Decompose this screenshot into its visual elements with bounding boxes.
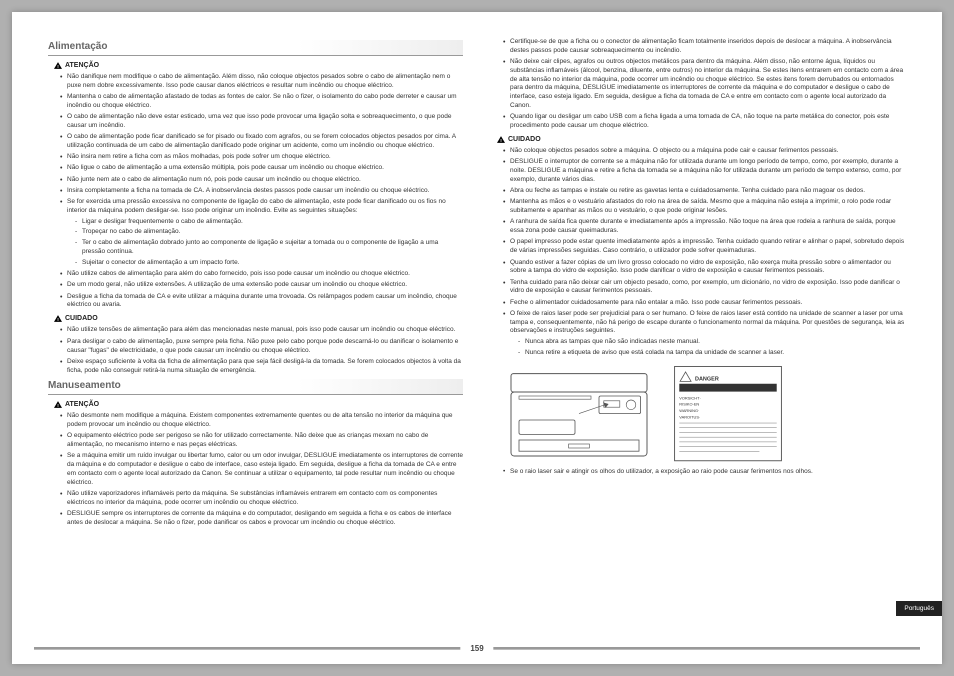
warning-icon: ! — [54, 401, 62, 408]
warning-label: ATENÇÃO — [65, 61, 99, 70]
list-item: Sujeitar o conector de alimentação a um … — [75, 259, 463, 268]
list-item: Não utilize cabos de alimentação para al… — [60, 270, 463, 279]
svg-text:WARNING·: WARNING· — [679, 408, 699, 413]
warning-list: Não desmonte nem modifique a máquina. Ex… — [60, 412, 463, 527]
caution-label: CUIDADO — [508, 135, 541, 144]
list-item: Não ligue o cabo de alimentação a uma ex… — [60, 164, 463, 173]
list-item: De um modo geral, não utilize extensões.… — [60, 281, 463, 290]
svg-text:RISIKO·EN: RISIKO·EN — [679, 401, 699, 406]
list-item-text: Se for exercida uma pressão excessiva no… — [67, 198, 446, 214]
list-item: Certifique-se de que a ficha ou o conect… — [503, 38, 906, 56]
list-item: Abra ou feche as tampas e instale ou ret… — [503, 187, 906, 196]
section-title-manuseamento: Manuseamento — [48, 379, 463, 395]
list-item: Não junte nem ate o cabo de alimentação … — [60, 176, 463, 185]
warning-icon: ! — [54, 315, 62, 322]
printer-illustration — [503, 364, 663, 464]
caution-list: Não coloque objectos pesados sobre a máq… — [503, 147, 906, 358]
left-column: Alimentação ! ATENÇÃO Não danifique nem … — [48, 36, 463, 646]
list-item: Tropeçar no cabo de alimentação. — [75, 228, 463, 237]
list-item: Insira completamente a ficha na tomada d… — [60, 187, 463, 196]
sub-list: Ligar e desligar frequentemente o cabo d… — [75, 218, 463, 268]
warning-heading-atencao: ! ATENÇÃO — [54, 400, 463, 409]
figure-row: DANGER VORSICHT· RISIKO·EN WARNING· VARO… — [503, 364, 906, 464]
danger-label-illustration: DANGER VORSICHT· RISIKO·EN WARNING· VARO… — [673, 364, 783, 464]
list-item: DESLIGUE o interruptor de corrente se a … — [503, 158, 906, 184]
list-item: O equipamento eléctrico pode ser perigos… — [60, 432, 463, 450]
caution-label: CUIDADO — [65, 314, 98, 323]
list-item: Não insira nem retire a ficha com as mão… — [60, 153, 463, 162]
sub-list: Nunca abra as tampas que não são indicad… — [518, 338, 906, 358]
list-item: Nunca retire a etiqueta de aviso que est… — [518, 349, 906, 358]
list-item: Ter o cabo de alimentação dobrado junto … — [75, 239, 463, 257]
list-item: Não desmonte nem modifique a máquina. Ex… — [60, 412, 463, 430]
svg-text:VAROITUS·: VAROITUS· — [679, 414, 700, 419]
list-item: Não coloque objectos pesados sobre a máq… — [503, 147, 906, 156]
warning-icon: ! — [54, 62, 62, 69]
list-item: Quando ligar ou desligar um cabo USB com… — [503, 113, 906, 131]
list-item: O papel impresso pode estar quente imedi… — [503, 238, 906, 256]
list-item: Mantenha as mãos e o vestuário afastados… — [503, 198, 906, 216]
list-item: Nunca abra as tampas que não são indicad… — [518, 338, 906, 347]
list-item: A ranhura de saída fica quente durante e… — [503, 218, 906, 236]
section-title-alimentacao: Alimentação — [48, 40, 463, 56]
list-item: Se for exercida uma pressão excessiva no… — [60, 198, 463, 267]
list-item: Se a máquina emitir um ruído invulgar ou… — [60, 452, 463, 487]
manual-page: Alimentação ! ATENÇÃO Não danifique nem … — [12, 12, 942, 664]
right-column: Certifique-se de que a ficha ou o conect… — [491, 36, 906, 646]
page-number: 159 — [460, 644, 493, 653]
warning-list: Não danifique nem modifique o cabo de al… — [60, 73, 463, 310]
list-item: Não danifique nem modifique o cabo de al… — [60, 73, 463, 91]
caution-heading-cuidado: ! CUIDADO — [54, 314, 463, 323]
list-item: Não utilize vaporizadores inflamáveis pe… — [60, 490, 463, 508]
caution-heading-cuidado: ! CUIDADO — [497, 135, 906, 144]
list-item: DESLIGUE sempre os interruptores de corr… — [60, 510, 463, 528]
svg-text:VORSICHT·: VORSICHT· — [679, 395, 700, 400]
list-item: O cabo de alimentação não deve estar est… — [60, 113, 463, 131]
svg-text:DANGER: DANGER — [695, 376, 719, 382]
list-item: Ligar e desligar frequentemente o cabo d… — [75, 218, 463, 227]
language-tab: Português — [896, 601, 942, 616]
list-item: O cabo de alimentação pode ficar danific… — [60, 133, 463, 151]
caution-list: Não utilize tensões de alimentação para … — [60, 326, 463, 375]
list-item: Quando estiver a fazer cópias de um livr… — [503, 259, 906, 277]
list-item: Não utilize tensões de alimentação para … — [60, 326, 463, 335]
warning-label: ATENÇÃO — [65, 400, 99, 409]
list-item: Feche o alimentador cuidadosamente para … — [503, 299, 906, 308]
warning-heading-atencao: ! ATENÇÃO — [54, 61, 463, 70]
warning-icon: ! — [497, 136, 505, 143]
list-item: Desligue a ficha da tomada de CA e evite… — [60, 293, 463, 311]
continuation-list: Certifique-se de que a ficha ou o conect… — [503, 38, 906, 131]
list-item: Para desligar o cabo de alimentação, pux… — [60, 338, 463, 356]
last-bullet: Se o raio laser sair e atingir os olhos … — [503, 468, 906, 477]
list-item-text: O feixe de raios laser pode ser prejudic… — [510, 310, 904, 335]
list-item: O feixe de raios laser pode ser prejudic… — [503, 310, 906, 358]
list-item: Não deixe cair clipes, agrafos ou outros… — [503, 58, 906, 111]
list-item: Tenha cuidado para não deixar cair um ob… — [503, 279, 906, 297]
list-item: Mantenha o cabo de alimentação afastado … — [60, 93, 463, 111]
list-item: Deixe espaço suficiente à volta da ficha… — [60, 358, 463, 376]
